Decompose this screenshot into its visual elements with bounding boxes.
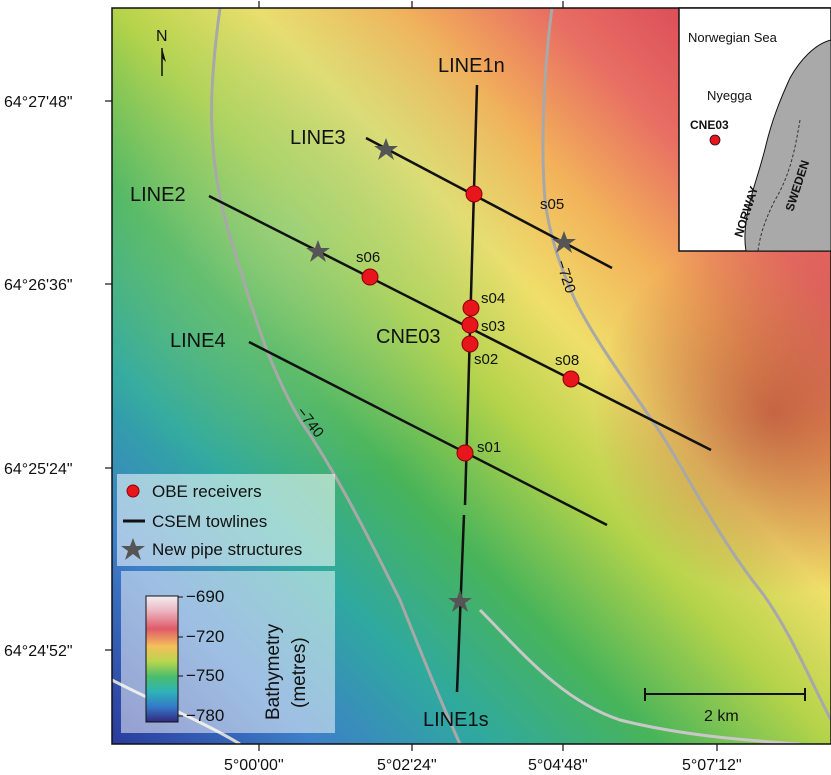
inset-map: Norwegian Sea Nyegga CNE03 NORWAY SWEDEN <box>678 7 831 252</box>
label-s08: s08 <box>555 352 579 369</box>
pipe-star <box>306 240 330 262</box>
lat-tick-2: 64°26'36" <box>4 277 73 294</box>
label-line1n: LINE1n <box>438 55 505 77</box>
inset-field: Nyegga <box>707 88 753 103</box>
receiver-s05 <box>465 185 483 203</box>
pipe-star <box>552 231 576 253</box>
colorbar: −690 −720 −750 −780 Bathymetry (metres) <box>121 571 335 733</box>
colorbar-title-1: Bathymetry <box>263 623 284 720</box>
receiver-s04 <box>462 299 480 317</box>
obe-receivers <box>361 185 580 462</box>
lat-tick-1: 64°27'48" <box>4 94 73 111</box>
north-label: N <box>156 28 168 45</box>
lat-labels: 64°27'48" 64°26'36" 64°25'24" 64°24'52" <box>4 94 73 660</box>
pipe-star <box>448 590 472 612</box>
towline-line3 <box>365 136 613 270</box>
contour-720 <box>541 8 831 721</box>
scale-bar-label: 2 km <box>704 708 739 725</box>
scale-bar <box>644 688 806 701</box>
legend-receiver-icon <box>126 484 140 498</box>
colorbar-tick-690: −690 <box>186 587 224 606</box>
contour-740 <box>210 8 462 744</box>
pipe-structures <box>306 138 576 612</box>
inset-site-marker <box>709 134 721 146</box>
label-line1s: LINE1s <box>423 709 489 731</box>
label-s03: s03 <box>481 318 505 335</box>
lon-labels: 5°00'00" 5°02'24" 5°04'48" 5°07'12" <box>224 757 742 774</box>
receiver-s03 <box>461 316 479 334</box>
legend-csem: CSEM towlines <box>152 512 267 531</box>
receiver-s08 <box>562 370 580 388</box>
lon-tick-3: 5°04'48" <box>528 757 588 774</box>
label-line4: LINE4 <box>170 330 226 352</box>
label-s01: s01 <box>477 439 501 456</box>
legend-star-icon <box>121 538 145 560</box>
towline-line2 <box>208 194 712 452</box>
lat-tick-4: 64°24'52" <box>4 643 73 660</box>
colorbar-ramp <box>145 595 179 723</box>
map-frame <box>111 7 831 745</box>
label-site: CNE03 <box>376 326 440 348</box>
towline-line4 <box>248 340 608 527</box>
inset-land <box>744 39 831 252</box>
receiver-labels: s05 s06 s04 s03 s02 s08 s01 <box>356 196 579 456</box>
colorbar-tick-720: −720 <box>186 627 224 646</box>
receiver-s02 <box>461 335 479 353</box>
lat-tick-3: 64°25'24" <box>4 461 73 478</box>
receiver-s01 <box>456 444 474 462</box>
legend-pipes: New pipe structures <box>152 540 302 559</box>
contour-lower <box>478 608 801 744</box>
label-s06: s06 <box>356 249 380 266</box>
colorbar-title-2: (metres) <box>289 637 310 708</box>
legend: OBE receivers CSEM towlines New pipe str… <box>117 474 335 566</box>
colorbar-tick-750: −750 <box>186 666 224 685</box>
inset-sea: Norwegian Sea <box>688 30 778 45</box>
inset-border <box>757 119 801 252</box>
csem-towlines <box>208 84 712 693</box>
receiver-s06 <box>361 268 379 286</box>
line-labels: LINE1n LINE3 LINE2 LINE4 LINE1s CNE03 <box>130 55 505 731</box>
inset-site: CNE03 <box>690 118 729 132</box>
label-line3: LINE3 <box>290 127 346 149</box>
axis-ticks <box>105 1 718 751</box>
label-s02: s02 <box>474 351 498 368</box>
colorbar-tick-780: −780 <box>186 706 224 725</box>
north-arrow: N <box>156 28 168 76</box>
label-s05: s05 <box>540 196 564 213</box>
towline-line1n <box>463 84 479 506</box>
pipe-star <box>374 138 398 160</box>
lon-tick-1: 5°00'00" <box>224 757 284 774</box>
label-line2: LINE2 <box>130 184 186 206</box>
lon-tick-2: 5°02'24" <box>377 757 437 774</box>
north-arrow-icon <box>162 48 166 62</box>
label-s04: s04 <box>481 290 505 307</box>
legend-obe: OBE receivers <box>152 482 262 501</box>
lon-tick-4: 5°07'12" <box>682 757 742 774</box>
